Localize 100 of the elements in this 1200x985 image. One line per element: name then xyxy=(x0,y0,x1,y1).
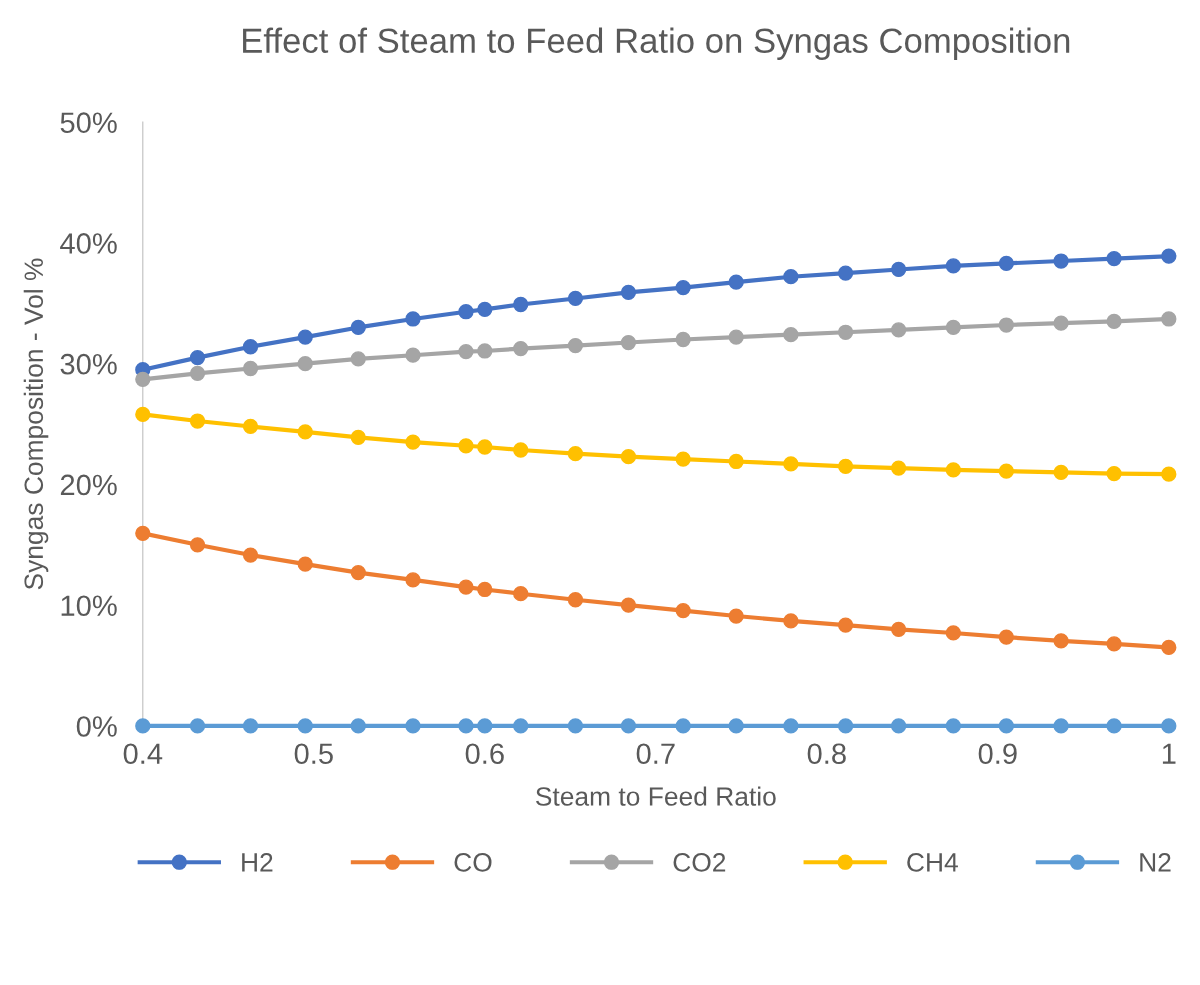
point xyxy=(675,451,691,467)
point xyxy=(890,621,907,637)
point xyxy=(675,331,691,348)
point xyxy=(945,625,961,641)
point xyxy=(620,597,637,613)
x-axis-title: Steam to Feed Ratio xyxy=(536,786,776,806)
point xyxy=(350,564,366,581)
point xyxy=(1053,633,1069,649)
point xyxy=(189,349,206,366)
point xyxy=(297,718,313,734)
point xyxy=(1053,253,1069,269)
point xyxy=(620,334,637,351)
point xyxy=(513,718,529,734)
y-axis-title: Syngas Composition - Vol % xyxy=(23,258,49,590)
legend-label: CH4 xyxy=(907,853,958,872)
point xyxy=(675,602,691,619)
point xyxy=(350,351,366,367)
legend-label: N2 xyxy=(1140,853,1171,872)
point xyxy=(783,269,799,285)
point xyxy=(1161,248,1177,264)
point xyxy=(1106,636,1122,652)
point xyxy=(477,581,493,598)
point xyxy=(477,301,493,317)
point xyxy=(297,329,313,345)
point xyxy=(189,365,206,381)
point xyxy=(477,343,493,359)
legend-label: CO2 xyxy=(673,853,726,872)
point xyxy=(189,718,206,734)
point xyxy=(513,442,529,458)
point xyxy=(567,290,584,307)
point xyxy=(405,718,421,734)
point xyxy=(135,371,151,388)
point xyxy=(620,718,637,734)
point xyxy=(477,718,493,734)
point xyxy=(242,360,259,377)
point xyxy=(783,613,799,629)
point xyxy=(242,339,259,355)
point xyxy=(189,413,206,429)
point xyxy=(1161,639,1177,656)
point xyxy=(1053,464,1069,480)
point xyxy=(135,525,151,541)
y-tick-label: 30% xyxy=(60,353,117,375)
point xyxy=(1053,718,1069,734)
x-tick-label: 0.6 xyxy=(465,743,504,765)
point xyxy=(1106,718,1122,734)
point xyxy=(1161,311,1177,327)
point xyxy=(297,356,313,372)
point xyxy=(728,453,744,470)
point xyxy=(998,317,1014,333)
point xyxy=(998,718,1014,734)
point xyxy=(242,547,259,563)
x-tick-label: 0.9 xyxy=(978,743,1017,765)
point xyxy=(998,629,1014,645)
point xyxy=(945,718,961,734)
point xyxy=(567,718,584,734)
y-tick-label: 40% xyxy=(60,233,117,254)
point xyxy=(513,340,529,357)
point xyxy=(1106,250,1122,267)
y-tick-label: 0% xyxy=(76,716,117,737)
y-tick-label: 10% xyxy=(61,595,117,617)
x-tick-label: 0.4 xyxy=(123,743,163,765)
point xyxy=(513,586,529,602)
point xyxy=(1106,465,1122,482)
point xyxy=(837,718,854,734)
point xyxy=(945,462,961,478)
point xyxy=(297,424,313,440)
point xyxy=(242,718,259,734)
point xyxy=(135,718,151,734)
x-tick-label: 0.5 xyxy=(294,743,333,765)
point xyxy=(620,284,637,301)
point xyxy=(189,537,206,553)
point xyxy=(728,274,744,290)
y-tick-label: 20% xyxy=(60,474,117,496)
point xyxy=(945,258,961,274)
x-tick-label: 1 xyxy=(1162,743,1176,764)
point xyxy=(728,608,744,624)
point xyxy=(783,456,799,472)
point xyxy=(297,556,313,572)
point xyxy=(783,327,799,343)
point xyxy=(513,296,529,313)
point xyxy=(350,718,366,734)
point xyxy=(1161,718,1177,734)
point xyxy=(728,718,744,734)
point xyxy=(458,438,474,454)
x-tick-label: 0.8 xyxy=(807,743,846,765)
point xyxy=(837,324,854,340)
point xyxy=(350,429,366,445)
point xyxy=(890,322,907,338)
point xyxy=(675,718,691,734)
point xyxy=(458,718,474,734)
y-tick-label: 50% xyxy=(60,112,117,133)
point xyxy=(242,418,259,435)
point xyxy=(458,579,474,595)
point xyxy=(783,718,799,734)
legend-label: H2 xyxy=(242,853,273,872)
point xyxy=(998,463,1014,479)
point xyxy=(477,439,493,455)
point xyxy=(890,460,907,476)
point xyxy=(405,572,421,588)
legend-label: CO xyxy=(454,853,492,872)
